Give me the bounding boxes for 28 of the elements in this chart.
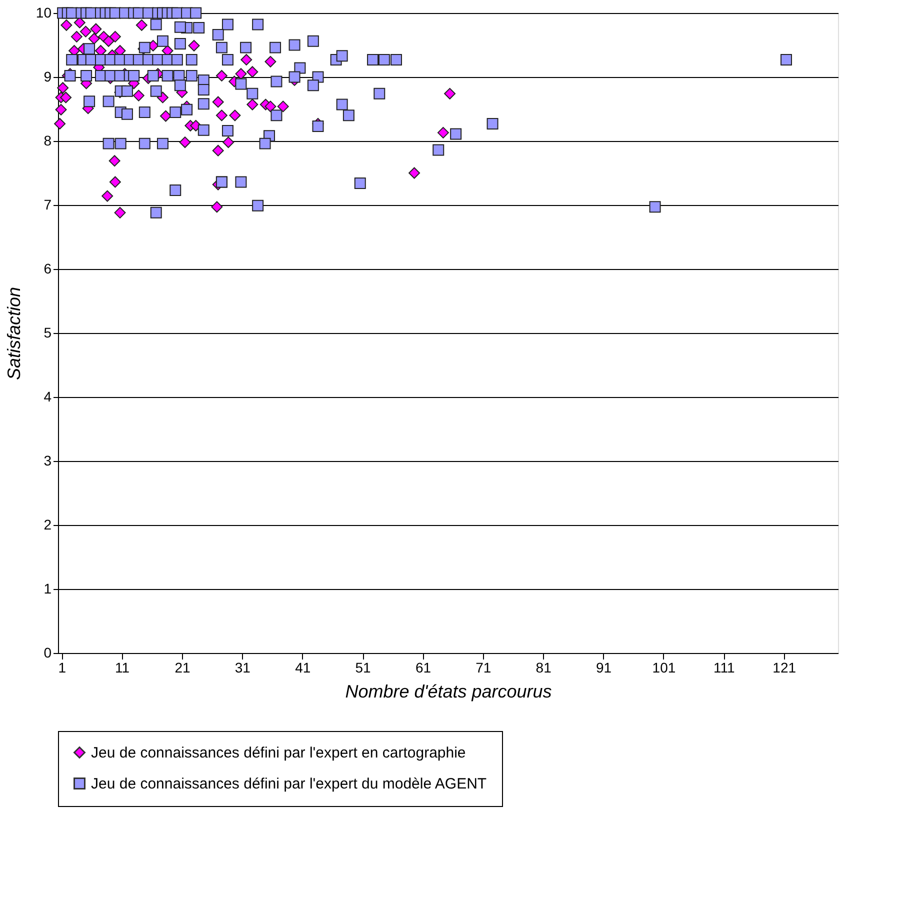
x-axis-title: Nombre d'états parcourus bbox=[345, 682, 552, 702]
legend-label: Jeu de connaissances défini par l'expert en cartographie bbox=[91, 744, 466, 762]
x-tick-label: 11 bbox=[115, 660, 130, 676]
x-tick-label: 111 bbox=[714, 660, 735, 676]
x-tick-label: 21 bbox=[174, 660, 190, 676]
x-tick-label: 91 bbox=[596, 660, 612, 676]
x-tick-label: 121 bbox=[772, 660, 796, 676]
x-tick-label: 1 bbox=[58, 660, 66, 676]
y-tick-label: 9 bbox=[44, 68, 52, 84]
x-tick-label: 71 bbox=[476, 660, 492, 676]
legend-label: Jeu de connaissances défini par l'expert du modèle AGENT bbox=[91, 776, 487, 792]
x-tick-label: 61 bbox=[415, 660, 432, 676]
y-tick-label: 0 bbox=[44, 644, 52, 660]
x-tick-label: 101 bbox=[652, 660, 676, 676]
x-tick-label: 41 bbox=[295, 660, 311, 676]
y-tick-label: 10 bbox=[36, 4, 52, 20]
x-tick-label: 81 bbox=[536, 660, 552, 676]
y-tick-label: 7 bbox=[44, 196, 52, 212]
y-tick-label: 2 bbox=[44, 516, 52, 532]
y-tick-label: 8 bbox=[44, 132, 52, 148]
x-tick-label: 51 bbox=[355, 660, 372, 676]
y-tick-label: 1 bbox=[44, 580, 52, 596]
y-axis-title: Satisfaction bbox=[4, 286, 24, 380]
y-tick-label: 3 bbox=[44, 452, 52, 468]
y-tick-label: 4 bbox=[44, 388, 52, 404]
y-tick-label: 5 bbox=[44, 324, 52, 340]
x-tick-label: 31 bbox=[234, 660, 251, 676]
y-tick-label: 6 bbox=[44, 260, 52, 276]
